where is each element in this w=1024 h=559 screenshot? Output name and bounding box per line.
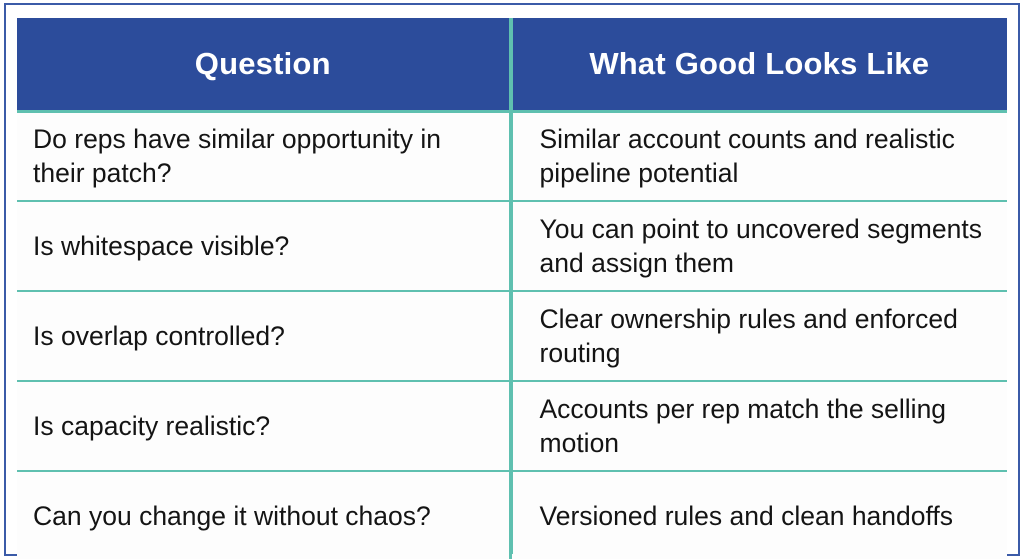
cell-question: Is overlap controlled? xyxy=(17,291,512,382)
cell-what-good-looks-like: Versioned rules and clean handoffs xyxy=(510,471,1007,559)
table-body: Do reps have similar opportunity in thei… xyxy=(17,111,1007,559)
table-row: Can you change it without chaos? Version… xyxy=(17,471,1007,559)
table-container: Question What Good Looks Like Do reps ha… xyxy=(17,18,1007,559)
cell-what-good-looks-like: You can point to uncovered segments and … xyxy=(510,201,1007,292)
cell-question: Can you change it without chaos? xyxy=(17,471,512,559)
cell-what-good-looks-like: Similar account counts and realistic pip… xyxy=(510,111,1007,202)
cell-question: Do reps have similar opportunity in thei… xyxy=(17,111,512,202)
cell-question: Is capacity realistic? xyxy=(17,381,512,472)
cell-question: Is whitespace visible? xyxy=(17,201,512,292)
comparison-table: Question What Good Looks Like Do reps ha… xyxy=(17,18,1007,559)
table-header-row: Question What Good Looks Like xyxy=(17,18,1007,113)
column-header-question: Question xyxy=(17,18,512,113)
table-row: Is whitespace visible? You can point to … xyxy=(17,201,1007,292)
table-row: Is capacity realistic? Accounts per rep … xyxy=(17,381,1007,472)
table-row: Is overlap controlled? Clear ownership r… xyxy=(17,291,1007,382)
cell-what-good-looks-like: Accounts per rep match the selling motio… xyxy=(510,381,1007,472)
table-header: Question What Good Looks Like xyxy=(17,18,1007,113)
table-row: Do reps have similar opportunity in thei… xyxy=(17,111,1007,202)
column-header-what-good-looks-like: What Good Looks Like xyxy=(510,18,1007,113)
cell-what-good-looks-like: Clear ownership rules and enforced routi… xyxy=(510,291,1007,382)
